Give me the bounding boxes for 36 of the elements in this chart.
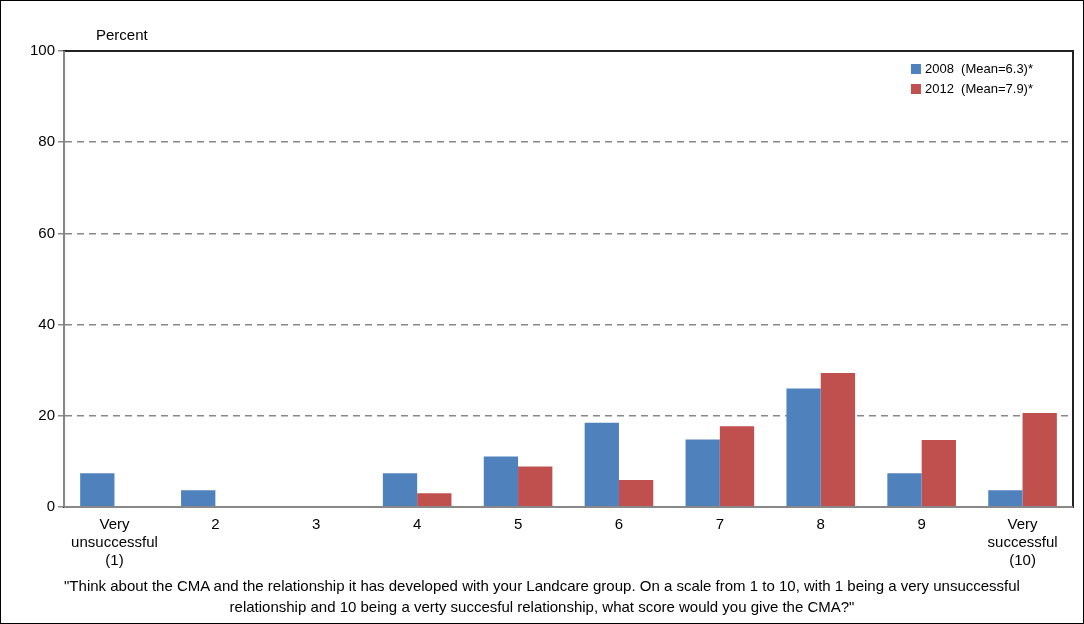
y-tick-label: 20	[38, 405, 56, 423]
x-tick-label: Very unsuccessful (1)	[71, 515, 158, 569]
bar	[483, 456, 519, 507]
x-tick-label: 6	[614, 515, 624, 533]
legend-label: 2012 (Mean=7.9)*	[924, 80, 1033, 96]
y-axis-title: Percent	[96, 25, 149, 43]
bar	[719, 426, 755, 507]
bar	[921, 439, 956, 507]
bar	[1022, 413, 1057, 507]
bar	[181, 490, 216, 507]
bar	[584, 422, 619, 507]
bar	[820, 372, 856, 507]
x-tick-label: 4	[413, 515, 422, 533]
bar	[988, 490, 1023, 507]
bar	[518, 466, 553, 507]
x-tick-label: 9	[917, 515, 926, 533]
bar	[786, 388, 821, 507]
x-tick-label: 7	[715, 515, 725, 533]
legend-label: 2008 (Mean=6.3)*	[924, 60, 1033, 76]
y-tick-label: 0	[46, 497, 56, 515]
bar	[80, 473, 115, 507]
x-tick-label: 5	[513, 515, 523, 533]
y-tick-label: 40	[38, 314, 56, 332]
bar	[618, 480, 654, 507]
y-tick-label: 60	[38, 223, 56, 241]
text: "Think about the CMA and the relationship it has developed with your Landcare group. On a scale from 1 to 10, with 1 being a very unsuccessful relationship and 10 being a verty succesful relationship, what score would you give the CMA?"	[63, 576, 1021, 617]
bar	[417, 493, 452, 507]
y-tick-label: 80	[38, 132, 56, 150]
x-tick-label: 8	[816, 515, 825, 533]
bar	[887, 473, 922, 507]
x-tick-label: Very successful (10)	[987, 515, 1058, 569]
bar	[685, 439, 720, 507]
x-tick-label: 3	[312, 515, 321, 533]
bar	[382, 473, 418, 507]
y-tick-label: 100	[30, 41, 56, 59]
x-tick-label: 2	[211, 515, 220, 533]
